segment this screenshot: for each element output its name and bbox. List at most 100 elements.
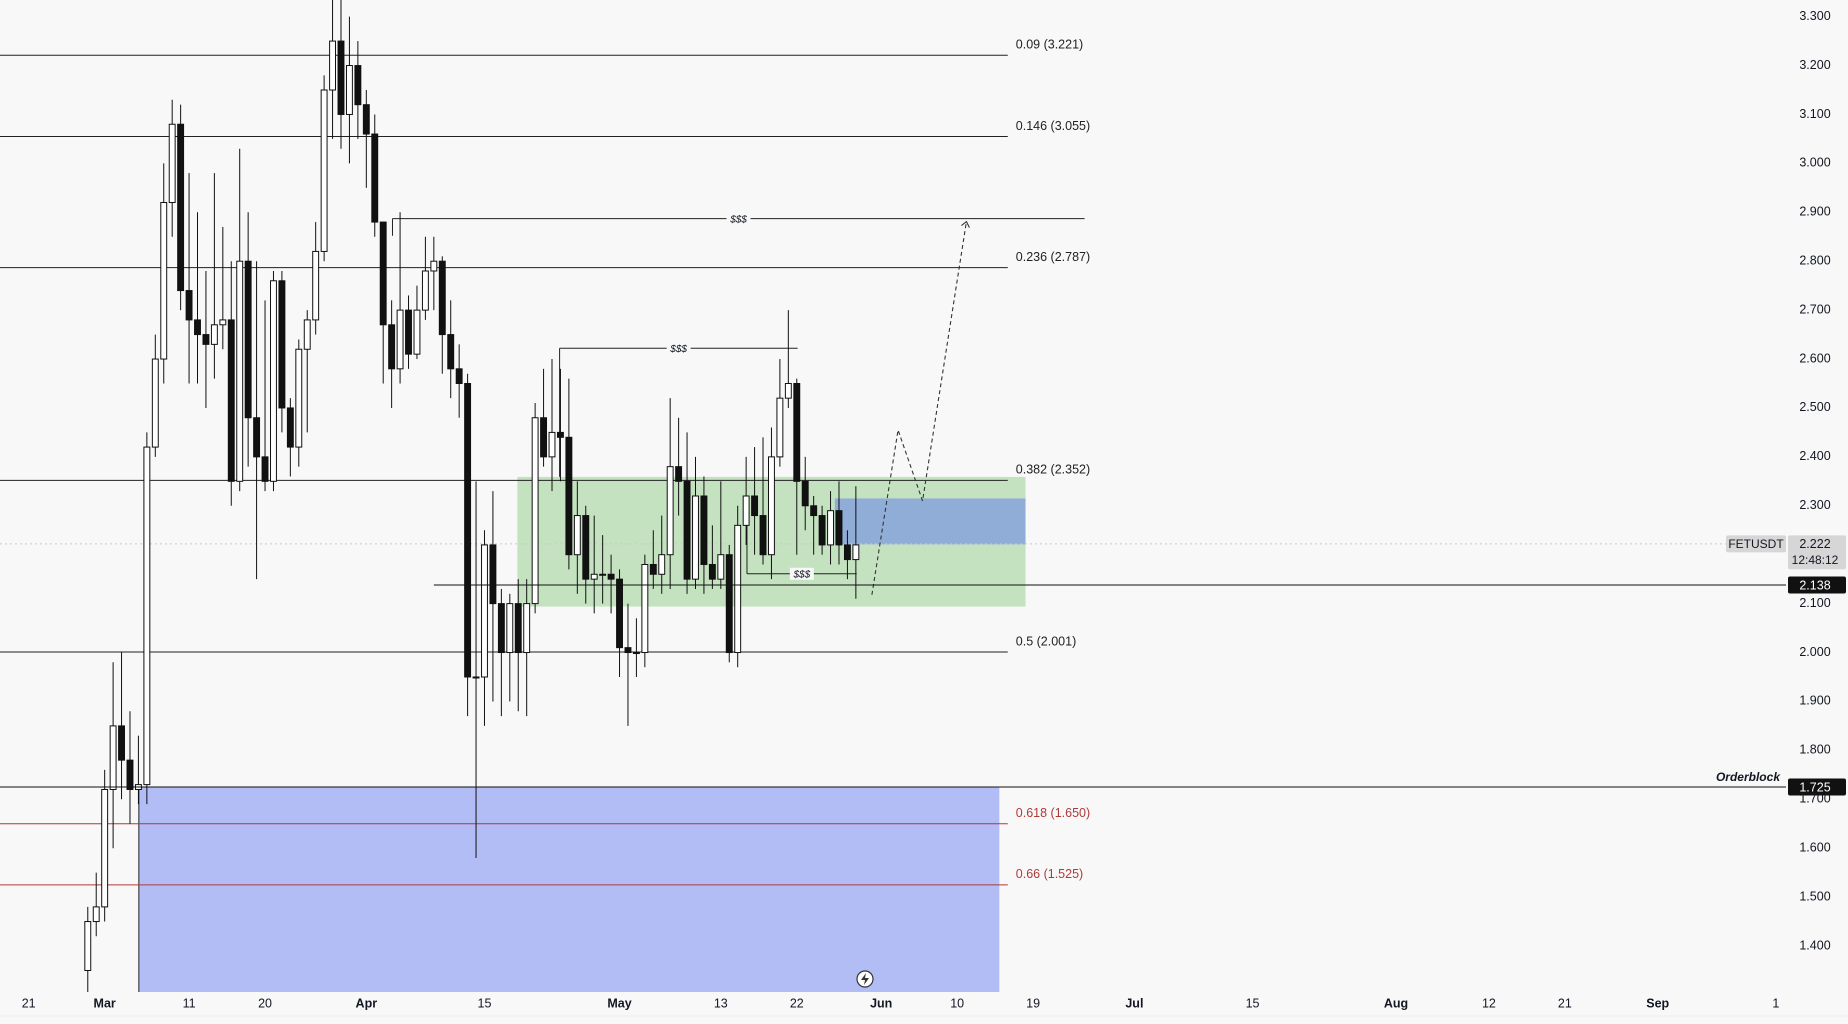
candle-body (405, 309, 412, 355)
y-tick-label: 2.100 (1799, 596, 1830, 610)
liquidity-label: $$$ (669, 344, 687, 355)
fib-label: 0.236 (2.787) (1016, 250, 1090, 264)
liquidity-label: $$$ (792, 569, 810, 580)
candle-body (329, 40, 337, 91)
y-tick-label: 2.600 (1799, 351, 1830, 365)
x-tick-label: 12 (1482, 996, 1496, 1010)
x-tick-label: Jun (870, 996, 892, 1010)
candle-body (751, 495, 759, 517)
candle-body (548, 431, 556, 458)
candle-body (768, 456, 775, 556)
candle-body (379, 221, 387, 326)
candle-body (616, 578, 623, 649)
candle-body (143, 446, 151, 786)
projection-path (871, 221, 967, 595)
x-tick-label: 1 (1772, 996, 1779, 1010)
liquidity-label: $$$ (729, 214, 747, 225)
fib-label: 0.146 (3.055) (1016, 119, 1090, 133)
y-tick-label: 1.400 (1799, 938, 1830, 952)
candle-body (438, 260, 446, 336)
x-tick-label: 20 (258, 996, 272, 1010)
candle-body (514, 603, 522, 654)
y-tick-label: 1.900 (1799, 694, 1830, 708)
projection-arrow (961, 220, 970, 228)
symbol-tag (1726, 535, 1786, 553)
zone (834, 498, 1026, 545)
candle-body (708, 563, 716, 580)
candle-body (227, 319, 235, 482)
y-tick-label: 3.100 (1799, 107, 1830, 121)
candle-body (219, 319, 227, 326)
candle-body (168, 123, 176, 204)
y-tick-label: 2.000 (1799, 645, 1830, 659)
candle-body (101, 788, 109, 908)
x-tick-label: 19 (1026, 996, 1040, 1010)
fib-label: 0.618 (1.650) (1016, 806, 1090, 820)
candle-body (354, 65, 362, 106)
plot-area: 0.09 (3.221) 0.146 (3.055) 0.236 (2.787) 0.… (0, 0, 1786, 992)
candle-body (827, 510, 834, 546)
fib-label: 0.09 (3.221) (1016, 38, 1083, 52)
y-tick-label: 3.000 (1799, 156, 1830, 170)
x-tick-label: 15 (1246, 996, 1260, 1010)
candle-body (717, 554, 725, 580)
candle-body (818, 515, 826, 546)
liquidity-label-bg (726, 212, 751, 225)
x-tick-label: 15 (478, 996, 492, 1010)
candle-body (734, 524, 742, 654)
candle-body (345, 65, 353, 115)
candle-body (624, 647, 632, 654)
candle-body (320, 89, 328, 252)
x-tick-label: Mar (94, 996, 116, 1010)
candle-body (641, 563, 649, 654)
candle-body (118, 725, 125, 761)
candle-body (801, 480, 809, 507)
candle-body (649, 563, 657, 575)
candle-body (278, 280, 286, 409)
price-tag-label: 2.138 (1799, 578, 1830, 592)
candle-body (843, 544, 851, 561)
candle-body (295, 348, 303, 448)
candle-body (210, 324, 218, 345)
x-tick-label: 21 (1558, 996, 1572, 1010)
last-price-label: 2.222 (1799, 537, 1830, 551)
candle-body (481, 544, 488, 678)
candle-body (270, 280, 277, 482)
price-tag-label: 1.725 (1799, 780, 1830, 794)
candle-body (784, 382, 792, 399)
candle-body (590, 573, 598, 580)
candle-body (556, 431, 564, 438)
candle-body (388, 324, 396, 370)
candle-body (489, 544, 497, 605)
candle-body (776, 397, 784, 458)
candle-body (523, 603, 531, 654)
candle-body (185, 290, 193, 321)
y-tick-label: 3.200 (1799, 58, 1830, 72)
candle-body (261, 456, 269, 482)
x-tick-label: 10 (950, 996, 964, 1010)
x-tick-label: 22 (790, 996, 804, 1010)
candle-body (675, 466, 683, 482)
candle-body (852, 544, 860, 561)
candle-body (312, 250, 320, 321)
replay-icon[interactable] (856, 970, 874, 988)
fib-label: 0.382 (2.352) (1016, 463, 1090, 477)
candle-body (835, 510, 843, 546)
countdown-label: 12:48:12 (1792, 553, 1839, 567)
candle-body (286, 407, 294, 448)
x-tick-label: Sep (1646, 996, 1669, 1010)
y-tick-label: 2.900 (1799, 205, 1830, 219)
x-tick-label: 13 (714, 996, 728, 1010)
fib-label: 0.66 (1.525) (1016, 867, 1083, 881)
last-price-tag (1788, 535, 1846, 570)
y-tick-label: 1.500 (1799, 889, 1830, 903)
candle-body (683, 480, 691, 580)
candle-body (472, 676, 480, 679)
candle-body (177, 123, 185, 292)
y-tick-label: 1.800 (1799, 743, 1830, 757)
x-tick-label: 21 (22, 996, 36, 1010)
candle-body (253, 417, 261, 458)
fib-label: 0.5 (2.001) (1016, 634, 1076, 648)
x-tick-label: Aug (1384, 996, 1408, 1010)
